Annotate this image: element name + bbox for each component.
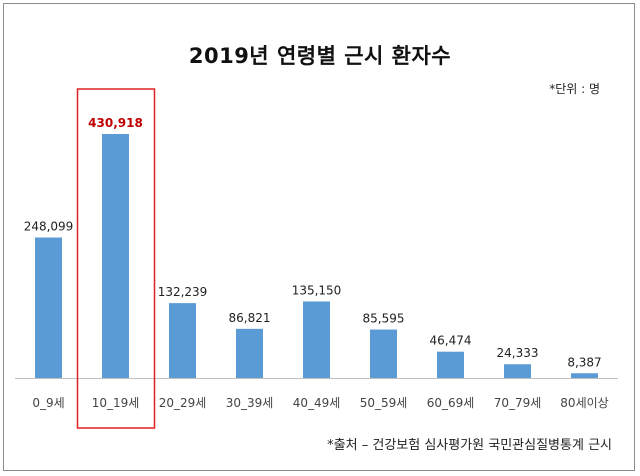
value-label-4: 135,150 [292, 283, 342, 297]
source-note: *출처 – 건강보험 심사평가원 국민관심질병통계 근시 [327, 438, 612, 453]
category-label-1: 10_19세 [92, 396, 140, 410]
unit-note: *단위 : 명 [549, 82, 600, 96]
value-label-6: 46,474 [430, 334, 472, 348]
category-label-5: 50_59세 [360, 396, 408, 410]
bar-4 [303, 301, 330, 378]
value-label-1: 430,918 [88, 116, 143, 130]
bar-7 [504, 364, 531, 378]
bar-2 [169, 303, 196, 378]
bar-6 [437, 351, 464, 378]
category-label-6: 60_69세 [427, 396, 475, 410]
value-label-7: 24,333 [497, 346, 539, 360]
bar-1 [102, 134, 129, 378]
category-label-0: 0_9세 [32, 396, 64, 410]
chart-title: 2019년 연령별 근시 환자수 [188, 44, 452, 68]
highlight-box [76, 88, 156, 429]
category-label-7: 70_79세 [494, 396, 542, 410]
value-label-2: 132,239 [158, 285, 208, 299]
bar-3 [236, 328, 263, 378]
value-label-5: 85,595 [363, 312, 405, 326]
category-label-3: 30_39세 [226, 396, 274, 410]
bar-5 [370, 329, 397, 378]
value-label-0: 248,099 [24, 220, 74, 234]
value-label-8: 8,387 [567, 355, 601, 369]
bar-0 [35, 237, 62, 378]
category-label-8: 80세이상 [560, 396, 608, 410]
bar-8 [571, 373, 598, 378]
category-label-4: 40_49세 [293, 396, 341, 410]
value-label-3: 86,821 [229, 311, 271, 325]
category-label-2: 20_29세 [159, 396, 207, 410]
